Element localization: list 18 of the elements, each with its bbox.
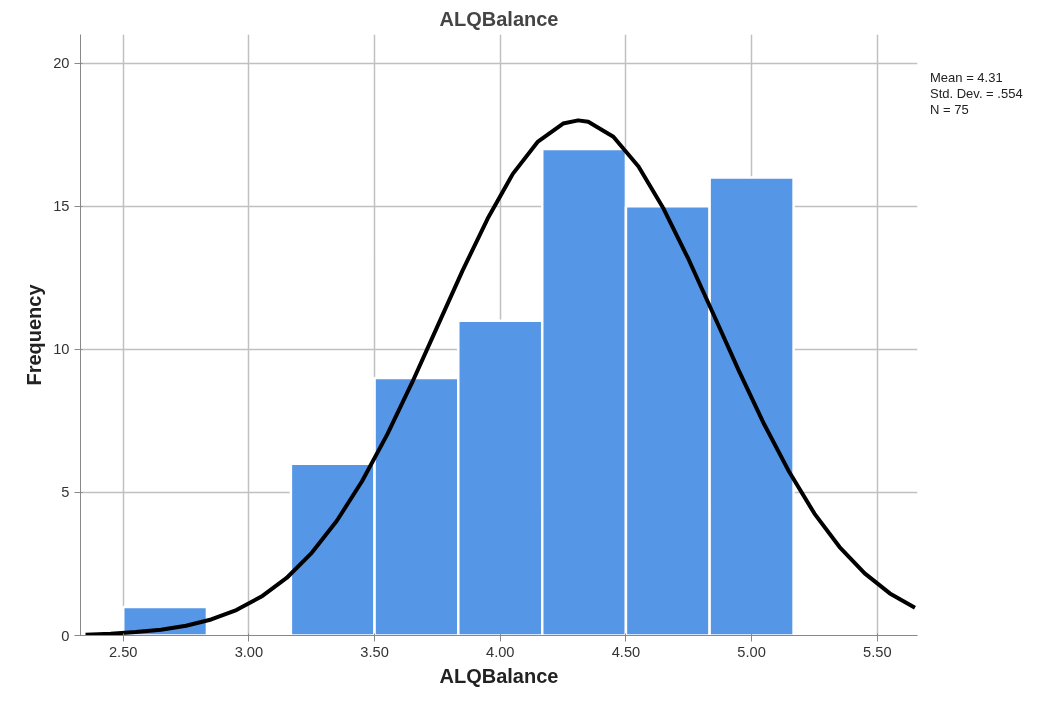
y-tick-label: 5 xyxy=(61,484,70,501)
x-tick-label: 3.50 xyxy=(360,643,389,660)
x-tick-label: 5.00 xyxy=(737,643,766,660)
x-tick-label: 4.50 xyxy=(611,643,641,660)
y-tick-label: 15 xyxy=(53,198,70,215)
x-tick-label: 2.50 xyxy=(108,643,138,660)
x-axis-title: ALQBalance xyxy=(439,664,559,687)
y-axis-title: Frequency xyxy=(23,283,46,386)
chart-title: ALQBalance xyxy=(439,7,559,30)
y-tick-label: 0 xyxy=(61,627,70,644)
y-tick-label: 20 xyxy=(53,55,70,72)
y-tick-label: 10 xyxy=(53,341,70,358)
text: Std. Dev. = .554 xyxy=(930,86,1023,101)
x-tick-label: 3.00 xyxy=(234,643,264,660)
text: Mean = 4.31 xyxy=(930,70,1003,85)
x-tick-label: 5.50 xyxy=(863,643,892,660)
text: N = 75 xyxy=(930,102,969,117)
x-tick-label: 4.00 xyxy=(485,643,515,660)
